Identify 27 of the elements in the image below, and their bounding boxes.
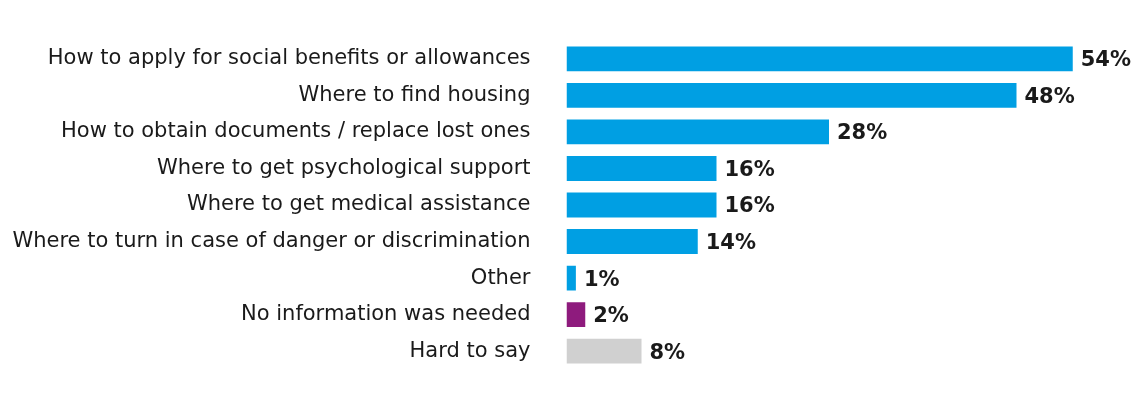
data-label: 14% xyxy=(705,229,757,254)
bar xyxy=(566,82,1017,108)
data-label: 48% xyxy=(1024,83,1075,108)
y-tick-label: Hard to say xyxy=(409,337,531,362)
data-label: 8% xyxy=(649,339,686,364)
y-tick-label: How to apply for social benefits or allowances xyxy=(47,45,531,70)
y-tick-label: Where to get psychological support xyxy=(157,154,531,179)
y-tick-label: Where to turn in case of danger or discrimination xyxy=(12,227,531,252)
bar xyxy=(566,265,576,291)
bar xyxy=(566,192,717,218)
data-label: 16% xyxy=(724,156,775,181)
data-label: 54% xyxy=(1080,47,1132,72)
y-tick-label: Where to get medical assistance xyxy=(186,191,531,216)
bar xyxy=(566,119,829,145)
y-tick-label: How to obtain documents / replace lost ones xyxy=(61,118,531,143)
data-label: 16% xyxy=(724,193,775,218)
data-label: 1% xyxy=(583,266,620,291)
data-label: 2% xyxy=(593,303,629,328)
bar xyxy=(566,302,586,328)
bar xyxy=(566,229,698,254)
bar xyxy=(566,46,1073,72)
y-tick-label: Other xyxy=(470,264,531,289)
data-label: 28% xyxy=(837,120,888,145)
bar xyxy=(566,156,717,181)
y-tick-label: No information was needed xyxy=(241,301,531,326)
bar xyxy=(566,338,642,364)
y-tick-label: Where to find housing xyxy=(298,81,531,106)
